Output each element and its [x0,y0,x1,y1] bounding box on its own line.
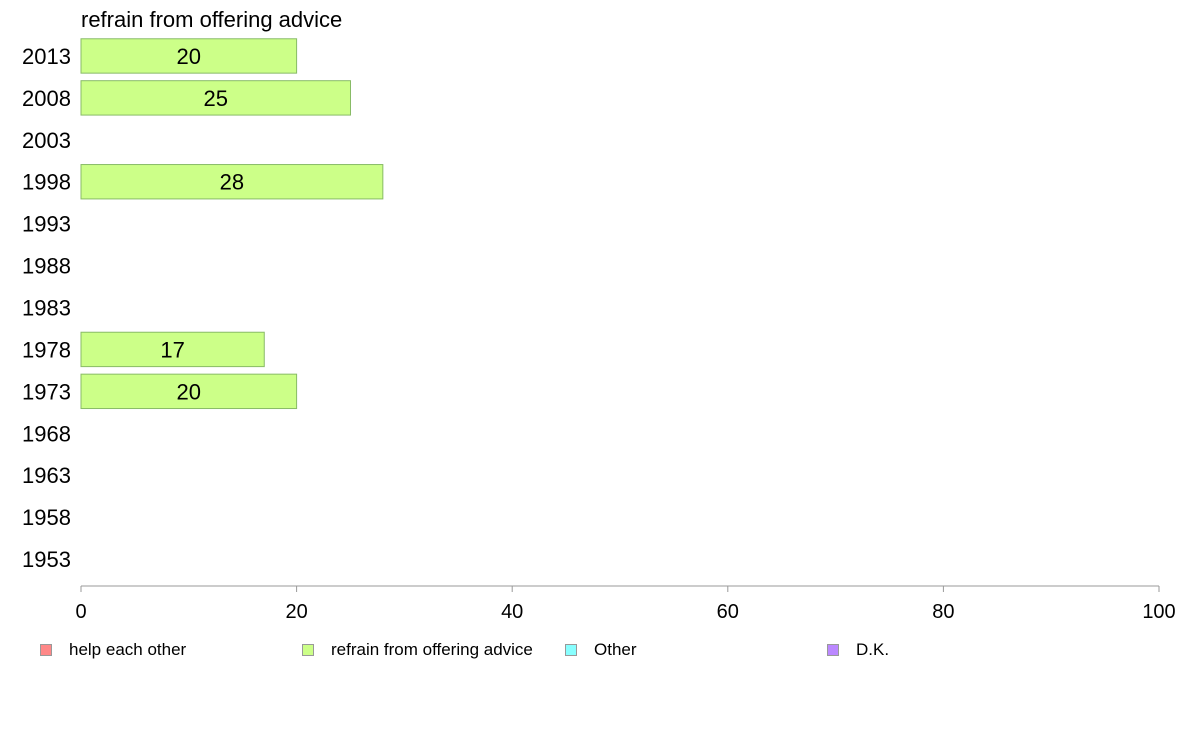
x-tick-label: 0 [75,601,86,623]
legend-swatch [40,644,52,656]
y-tick-label: 1963 [22,463,71,488]
bar [80,38,298,74]
legend: help each other refrain from offering ad… [0,640,1188,662]
data-label: 25 [204,86,228,111]
legend-swatch [302,644,314,656]
legend-label: help each other [69,640,187,659]
legend-label: Other [594,640,637,659]
legend-swatch [827,644,839,656]
x-tick-label: 20 [285,601,307,623]
legend-swatch [565,644,577,656]
y-tick-label: 1998 [22,170,71,195]
chart-title: refrain from offering advice [81,7,342,32]
bar [80,164,384,200]
y-tick-label: 1983 [22,296,71,321]
data-label: 28 [220,170,244,195]
legend-item-refrain: refrain from offering advice [302,640,533,660]
x-tick-label: 100 [1142,601,1175,623]
y-tick-label: 1988 [22,254,71,279]
data-label: 20 [177,379,201,404]
legend-item-other: Other [565,640,637,660]
y-tick-label: 2013 [22,44,71,69]
y-tick-label: 2003 [22,128,71,153]
chart-rows: 2013 20 2008 25 2003 1998 28 1993 1988 1983 1978 17… [22,38,384,572]
y-tick-label: 1993 [22,212,71,237]
x-tick-label: 80 [932,601,954,623]
y-tick-label: 1958 [22,505,71,530]
legend-item-help-each-other: help each other [40,640,186,660]
x-axis: 0 20 40 60 80 100 [75,585,1176,623]
y-tick-label: 1973 [22,379,71,404]
legend-item-dk: D.K. [827,640,889,660]
x-tick-label: 60 [717,601,739,623]
y-tick-label: 1968 [22,421,71,446]
x-tick-label: 40 [501,601,523,623]
legend-label: refrain from offering advice [331,640,533,659]
bar [80,80,351,116]
data-label: 20 [177,44,201,69]
y-tick-label: 2008 [22,86,71,111]
y-tick-label: 1953 [22,547,71,572]
y-tick-label: 1978 [22,337,71,362]
bar [80,331,265,368]
bar [80,373,298,410]
legend-label: D.K. [856,640,890,659]
data-label: 17 [160,337,184,362]
